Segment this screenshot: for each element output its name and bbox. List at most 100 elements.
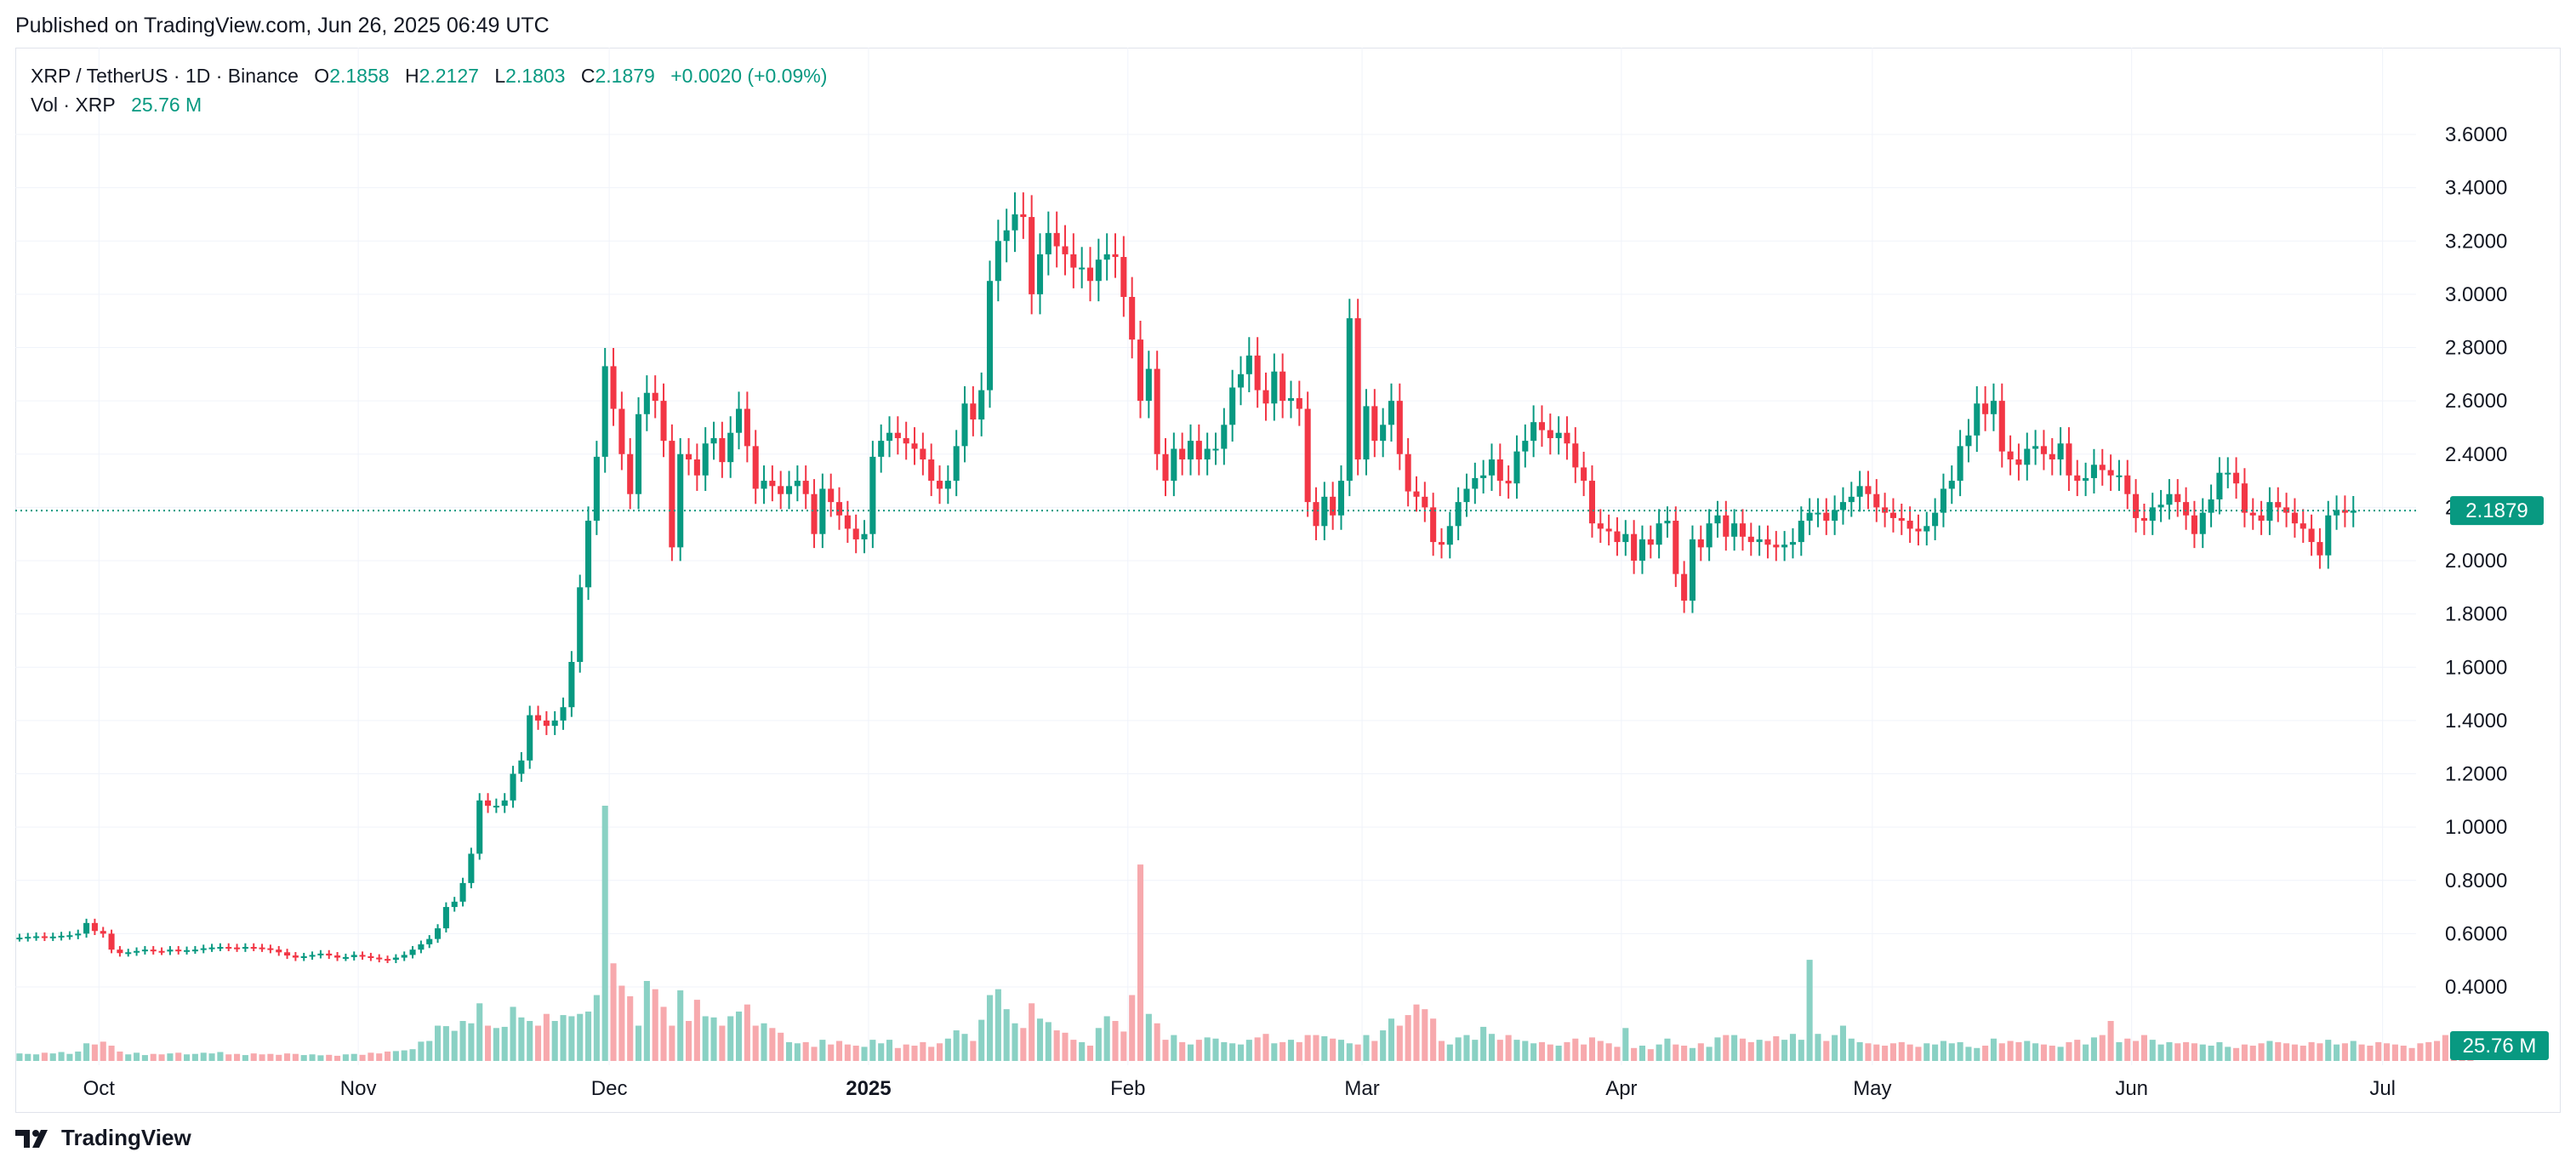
candle-body xyxy=(1120,257,1127,298)
candle-body xyxy=(1488,459,1496,476)
last-volume-tag xyxy=(2450,1031,2549,1060)
candle-body xyxy=(2074,475,2081,482)
volume-bar xyxy=(1321,1035,1328,1061)
candle-body xyxy=(2291,512,2298,524)
volume-bar xyxy=(409,1049,416,1061)
candle-body xyxy=(392,957,399,961)
candle-body xyxy=(1422,496,1428,508)
volume-bar xyxy=(2057,1046,2064,1061)
volume-bar xyxy=(1229,1043,1236,1061)
time-tick-label: Jun xyxy=(2115,1077,2148,1100)
volume-bar xyxy=(735,1011,743,1061)
candle-body xyxy=(1137,339,1144,402)
candle-body xyxy=(108,933,115,950)
candle-body xyxy=(1296,397,1302,409)
candle-body xyxy=(986,281,994,391)
candle-body xyxy=(16,938,23,940)
volume-bar xyxy=(2300,1046,2306,1061)
volume-bar xyxy=(2149,1040,2156,1061)
candle-body xyxy=(225,947,232,949)
candle-body xyxy=(1304,408,1311,503)
candle-body xyxy=(1321,496,1328,527)
volume-bar xyxy=(2408,1047,2415,1061)
symbol-label[interactable]: XRP / TetherUS · 1D · Binance xyxy=(31,65,299,87)
volume-bar xyxy=(167,1053,174,1061)
candle-body xyxy=(1923,526,1930,532)
volume-bar xyxy=(1086,1046,1094,1061)
volume-bar xyxy=(2116,1041,2123,1061)
candle-body xyxy=(1145,368,1152,402)
candle-body xyxy=(385,959,391,961)
volume-bar xyxy=(702,1016,709,1061)
candle-body xyxy=(1346,318,1353,482)
candle-body xyxy=(1974,403,1980,436)
candle-body xyxy=(1154,368,1160,454)
candle-body xyxy=(2183,502,2190,516)
candle-body xyxy=(2258,515,2265,522)
volume-bar xyxy=(368,1052,374,1061)
volume-bar xyxy=(1112,1020,1119,1061)
candle-body xyxy=(300,955,307,958)
candle-body xyxy=(100,931,106,934)
volume-bar xyxy=(693,1000,700,1061)
candle-body xyxy=(2107,470,2114,476)
candle-body xyxy=(1848,496,1855,503)
volume-bar xyxy=(1764,1041,1771,1061)
volume-bar xyxy=(1053,1030,1060,1061)
volume-bar xyxy=(2350,1041,2357,1061)
candle-body xyxy=(167,949,174,952)
price-tick-label: 1.4000 xyxy=(2445,710,2507,733)
volume-bar xyxy=(1380,1030,1387,1061)
volume-bar xyxy=(2291,1044,2298,1061)
volume-bar xyxy=(1095,1028,1102,1061)
volume-bar xyxy=(1137,864,1144,1061)
candle-body xyxy=(1313,502,1319,527)
candle-body xyxy=(727,432,734,463)
candle-body xyxy=(1371,406,1378,442)
candle-body xyxy=(2266,502,2273,522)
candle-body xyxy=(2225,472,2231,475)
tradingview-brand[interactable]: TradingView xyxy=(15,1125,191,1151)
volume-bar xyxy=(543,1013,550,1061)
candle-body xyxy=(1179,448,1186,460)
volume-bar xyxy=(1430,1018,1437,1061)
candle-body xyxy=(811,493,818,534)
candle-body xyxy=(2040,446,2047,454)
volume-bar xyxy=(1940,1041,1946,1061)
volume-bar xyxy=(401,1050,407,1061)
volume-bar xyxy=(1254,1037,1261,1061)
volume-label[interactable]: Vol · XRP xyxy=(31,94,116,116)
candle-body xyxy=(1053,232,1060,247)
volume-bar xyxy=(1103,1016,1110,1061)
chart-pane[interactable] xyxy=(15,48,2561,1113)
volume-bar xyxy=(819,1040,826,1061)
time-tick-label: Feb xyxy=(1110,1077,1145,1100)
volume-bar xyxy=(468,1023,475,1061)
volume-bar xyxy=(660,1006,667,1061)
candle-body xyxy=(1597,523,1604,529)
candle-body xyxy=(2334,510,2340,516)
volume-bar xyxy=(350,1053,357,1061)
volume-bar xyxy=(1480,1026,1487,1061)
candle-body xyxy=(1229,387,1236,425)
volume-bar xyxy=(2283,1043,2290,1061)
candle-body xyxy=(1204,448,1211,460)
volume-bar xyxy=(1681,1046,1688,1061)
candle-body xyxy=(1689,539,1696,601)
candle-body xyxy=(1856,486,1863,497)
volume-bar xyxy=(1530,1043,1537,1061)
candle-body xyxy=(2049,453,2055,460)
volume-bar xyxy=(2066,1041,2072,1061)
volume-bar xyxy=(326,1054,333,1061)
volume-bar xyxy=(1396,1025,1403,1061)
volume-bar xyxy=(451,1030,458,1061)
volume-bar xyxy=(2391,1044,2398,1061)
candle-body xyxy=(49,936,56,938)
ohlc-legend-row: XRP / TetherUS · 1D · Binance O2.1858 H2… xyxy=(31,61,827,90)
volume-bar xyxy=(1572,1038,1579,1061)
price-tick-label: 0.6000 xyxy=(2445,922,2507,945)
volume-bar xyxy=(2090,1037,2097,1061)
volume-bar xyxy=(744,1004,750,1061)
candle-body xyxy=(2208,499,2214,513)
